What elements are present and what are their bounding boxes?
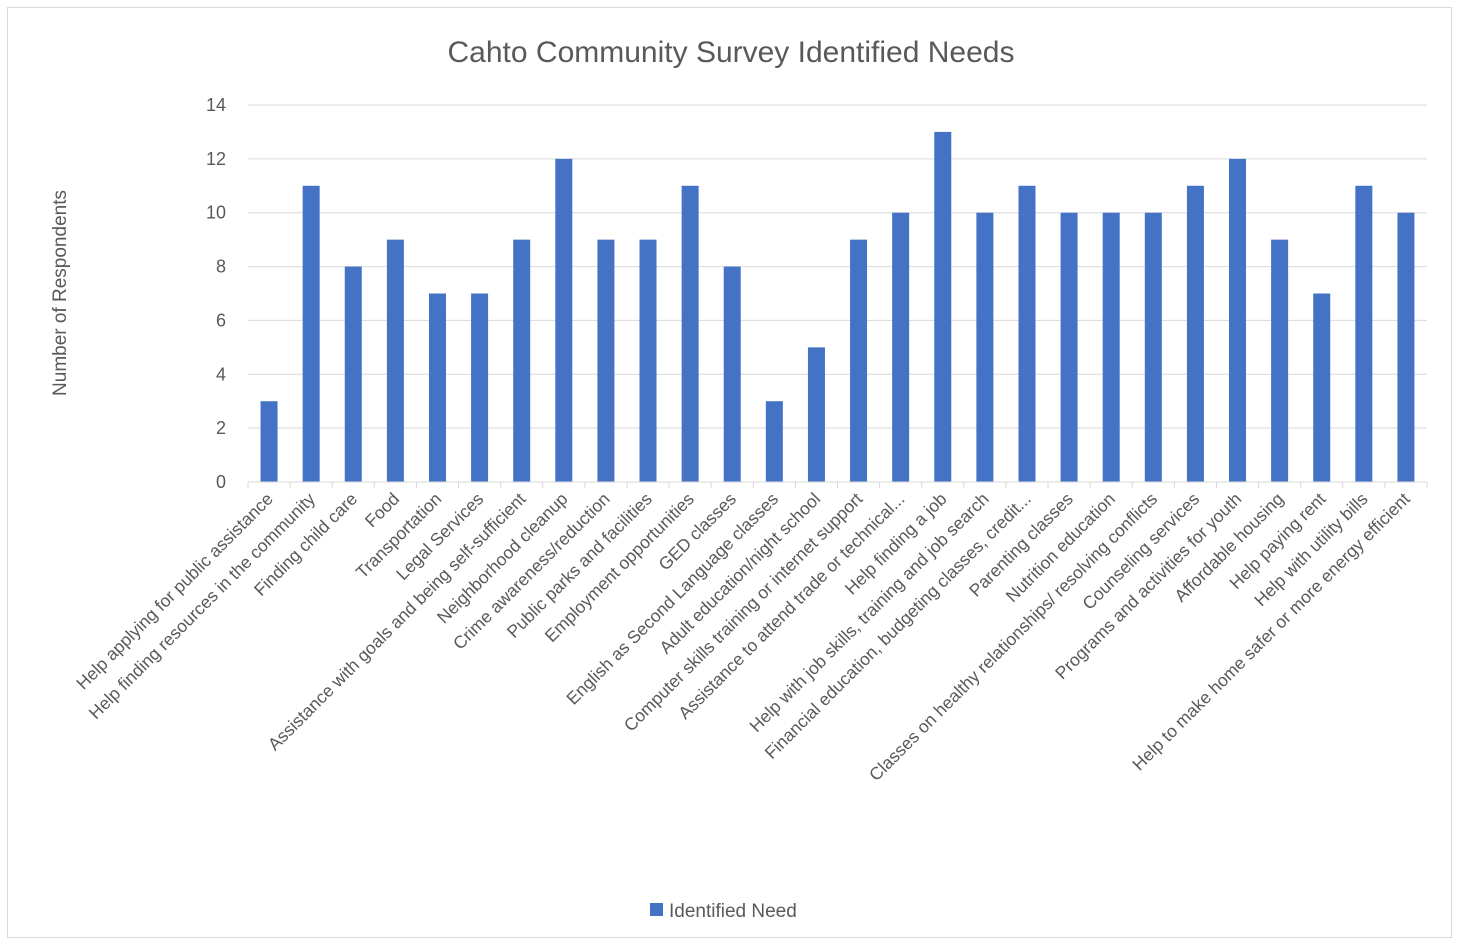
- bar: [639, 239, 657, 482]
- bar: [1271, 239, 1289, 482]
- x-axis: [247, 481, 1428, 488]
- bar: [1397, 212, 1415, 482]
- bar: [513, 239, 531, 482]
- bar: [765, 401, 783, 482]
- y-tick-label: 14: [206, 95, 226, 115]
- bar: [1144, 212, 1162, 482]
- bar: [1060, 212, 1078, 482]
- gridlines: [248, 104, 1427, 429]
- y-tick-label: 10: [206, 203, 226, 223]
- bar: [302, 185, 320, 483]
- chart-title: Cahto Community Survey Identified Needs: [448, 36, 1015, 69]
- y-tick-label: 12: [206, 149, 226, 169]
- legend-swatch: [650, 903, 663, 916]
- bar: [850, 239, 868, 482]
- bar: [1102, 212, 1120, 482]
- y-tick-label: 8: [216, 257, 226, 277]
- bar: [555, 158, 573, 482]
- bar: [976, 212, 994, 482]
- category-labels: Help applying for public assistanceHelp …: [72, 489, 1414, 785]
- y-tick-label: 4: [216, 364, 226, 384]
- bar: [681, 185, 699, 483]
- bars: [260, 131, 1415, 483]
- y-tick-label: 6: [216, 310, 226, 330]
- bar: [807, 347, 825, 482]
- bar: [260, 401, 278, 482]
- bar: [471, 293, 489, 482]
- bar: [1313, 293, 1331, 482]
- bar: [344, 266, 362, 482]
- legend-label: Identified Need: [669, 901, 797, 922]
- category-label: Help finding resources in the community: [85, 489, 319, 723]
- bar: [1186, 185, 1204, 483]
- bar: [934, 131, 952, 482]
- bar: [1229, 158, 1247, 482]
- y-tick-label: 0: [216, 472, 226, 492]
- bar: [597, 239, 615, 482]
- bar: [1018, 185, 1036, 483]
- bar: [723, 266, 741, 482]
- y-tick-label: 2: [216, 418, 226, 438]
- bar: [386, 239, 404, 482]
- legend: Identified Need: [650, 901, 797, 922]
- bar: [892, 212, 910, 482]
- bar: [428, 293, 446, 482]
- bar: [1355, 185, 1373, 483]
- y-axis-title: Number of Respondents: [50, 190, 71, 396]
- y-axis-ticks: 0 2 4 6 8 10 12 14: [206, 95, 226, 492]
- category-label: Help applying for public assistance: [72, 489, 277, 694]
